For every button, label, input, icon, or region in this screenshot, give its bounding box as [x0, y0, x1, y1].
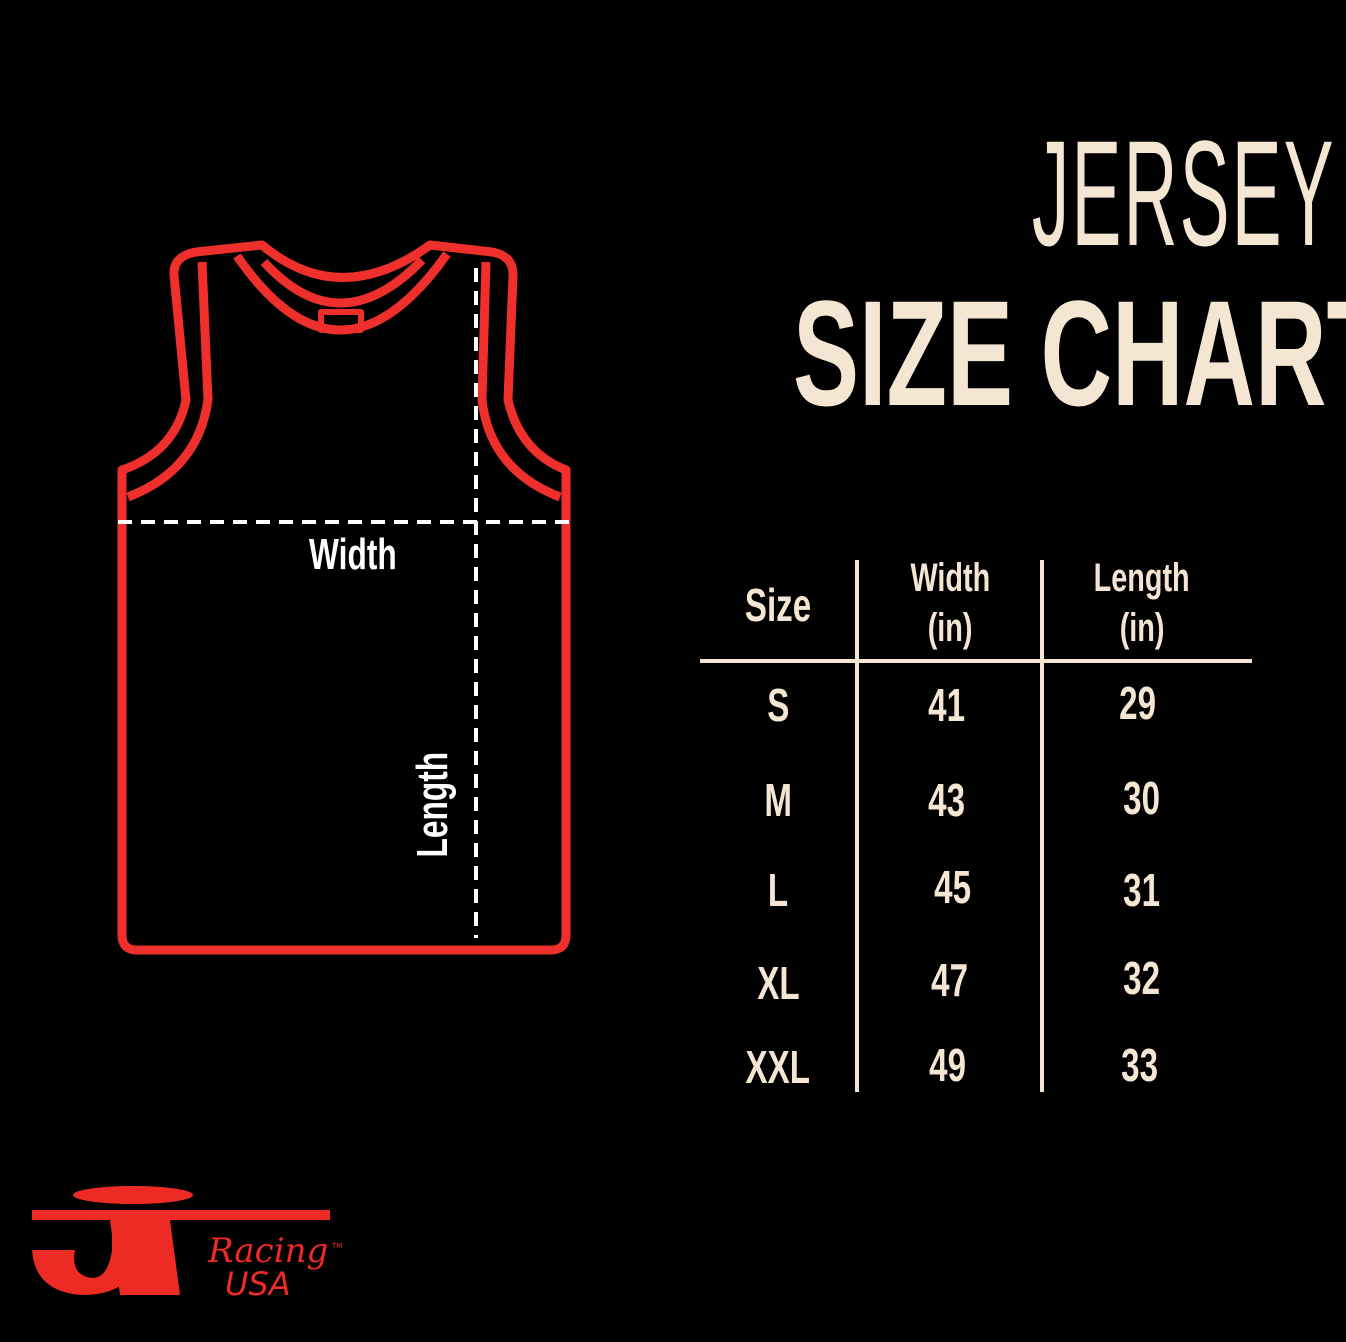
header-size: Size	[744, 579, 812, 631]
cell-size: M	[764, 774, 792, 826]
cell-width: 45	[934, 861, 972, 913]
cell-size: S	[766, 679, 790, 731]
logo-tm-text: TM	[331, 1242, 342, 1250]
cell-length: 33	[1121, 1039, 1159, 1091]
cell-size: XXL	[745, 1041, 811, 1093]
cell-length: 30	[1123, 772, 1161, 824]
cell-length: 29	[1119, 677, 1157, 729]
cell-width: 47	[931, 954, 969, 1006]
cell-length: 31	[1123, 864, 1161, 916]
table-divider	[1040, 560, 1044, 1092]
table-divider	[855, 560, 859, 1092]
cell-size: L	[767, 864, 789, 916]
table-header-rule	[700, 659, 1252, 663]
cell-length: 32	[1123, 952, 1161, 1004]
logo-usa-text: USA	[225, 1265, 291, 1303]
jersey-outline	[117, 240, 571, 955]
jersey-diagram	[117, 240, 576, 955]
width-label: Width	[309, 530, 397, 579]
cell-width: 43	[928, 774, 966, 826]
logo-racing-text: Racing	[207, 1231, 328, 1271]
cell-width: 41	[928, 679, 966, 731]
header-length: Length (in)	[1094, 556, 1190, 650]
length-label: Length	[408, 751, 457, 858]
cell-size: XL	[756, 957, 800, 1009]
title-jersey: JERSEY	[1031, 109, 1336, 277]
title-size-chart: SIZE CHART	[793, 269, 1346, 437]
header-width: Width (in)	[910, 556, 990, 650]
jt-racing-logo: Racing USA TM	[32, 1186, 342, 1303]
cell-width: 49	[929, 1039, 967, 1091]
